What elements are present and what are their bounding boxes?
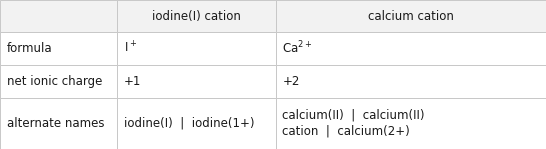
Bar	[0, 65, 117, 98]
Bar	[276, 98, 546, 149]
Bar	[0, 32, 117, 65]
Text: alternate names: alternate names	[7, 117, 104, 130]
Text: I$^+$: I$^+$	[124, 41, 137, 56]
Bar	[117, 32, 276, 65]
Text: iodine(I)  |  iodine(1+): iodine(I) | iodine(1+)	[124, 117, 254, 130]
Bar	[0, 0, 117, 32]
Text: cation  |  calcium(2+): cation | calcium(2+)	[282, 125, 410, 138]
Text: calcium cation: calcium cation	[368, 10, 454, 22]
Text: Ca$^{2+}$: Ca$^{2+}$	[282, 40, 313, 57]
Text: +1: +1	[124, 75, 141, 88]
Bar	[276, 65, 546, 98]
Text: net ionic charge: net ionic charge	[7, 75, 102, 88]
Bar	[0, 98, 117, 149]
Text: iodine(I) cation: iodine(I) cation	[152, 10, 241, 22]
Bar	[276, 32, 546, 65]
Bar	[117, 0, 276, 32]
Bar	[117, 98, 276, 149]
Text: formula: formula	[7, 42, 52, 55]
Text: calcium(II)  |  calcium(II): calcium(II) | calcium(II)	[282, 109, 425, 122]
Bar	[117, 65, 276, 98]
Bar	[276, 0, 546, 32]
Text: +2: +2	[282, 75, 300, 88]
